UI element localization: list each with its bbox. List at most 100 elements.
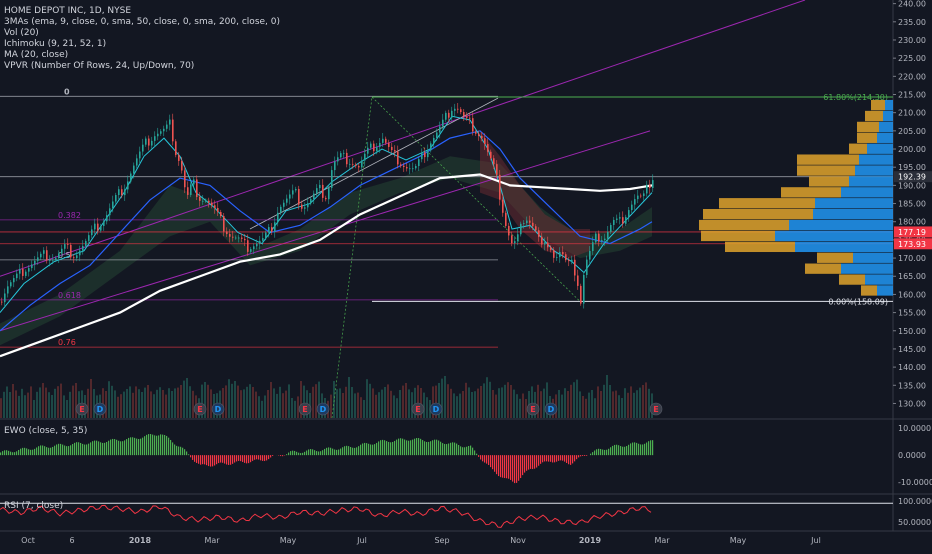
vpvr-down-bar	[857, 133, 877, 143]
ewo-pane-title[interactable]: EWO (close, 5, 35)	[4, 426, 87, 436]
volume-bar	[375, 395, 377, 418]
candle-body	[505, 213, 507, 226]
candle-body	[307, 203, 309, 207]
volume-bar	[594, 398, 596, 418]
volume-bar	[186, 378, 188, 418]
candle-body	[112, 201, 114, 208]
candle-body	[535, 226, 537, 230]
ewo-bar	[624, 447, 625, 455]
volume-bar	[24, 395, 26, 418]
candle-body	[181, 161, 183, 171]
vpvr-up-bar	[877, 285, 893, 295]
ewo-bar	[232, 455, 233, 464]
ewo-bar	[546, 455, 547, 461]
ewo-bar	[460, 446, 461, 455]
ewo-bar	[264, 455, 265, 461]
vpvr-up-bar	[885, 100, 893, 110]
candle-body	[124, 189, 126, 195]
price-tick-label: 165.00	[898, 272, 926, 281]
ewo-bar	[240, 455, 241, 461]
candle-body	[70, 245, 72, 257]
volume-bar	[603, 385, 605, 418]
ewo-bar	[402, 439, 403, 456]
ewo-bar	[318, 452, 319, 456]
candle-body	[604, 239, 606, 240]
volume-bar	[567, 391, 569, 418]
volume-bar	[228, 379, 230, 418]
candle-body	[253, 246, 255, 249]
price-tick-label: 225.00	[898, 54, 926, 63]
ewo-bar	[492, 455, 493, 469]
ewo-bar	[140, 439, 141, 455]
candle-body	[232, 237, 234, 238]
legend-ma[interactable]: MA (20, close)	[4, 50, 280, 61]
symbol-header[interactable]: HOME DEPOT INC, 1D, NYSE	[4, 6, 280, 17]
vpvr-up-bar	[849, 176, 893, 186]
ewo-bar	[432, 440, 433, 455]
candle-body	[649, 185, 651, 188]
price-tick-label: 195.00	[898, 163, 926, 172]
ewo-bar	[518, 455, 519, 481]
rsi-pane-title[interactable]: RSI (7, close)	[4, 501, 63, 511]
volume-bar	[27, 393, 29, 418]
volume-bar	[141, 392, 143, 418]
volume-bar	[444, 376, 446, 418]
ewo-bar	[396, 440, 397, 456]
volume-bar	[57, 386, 59, 418]
volume-bar	[30, 386, 32, 418]
volume-bar	[585, 399, 587, 418]
ewo-bar	[210, 455, 211, 466]
legend-vol[interactable]: Vol (20)	[4, 28, 280, 39]
candle-body	[637, 196, 639, 200]
ewo-bar	[422, 440, 423, 455]
ewo-bar	[506, 455, 507, 478]
volume-bar	[393, 395, 395, 418]
ewo-bar	[366, 443, 367, 455]
price-badge-label: 173.93	[898, 240, 926, 249]
ewo-bar	[74, 443, 75, 455]
ewo-bar	[490, 455, 491, 467]
volume-bar	[54, 389, 56, 418]
volume-bar	[243, 389, 245, 418]
candle-body	[187, 187, 189, 195]
ewo-tick-label: 10.0000	[898, 424, 931, 433]
ewo-bar	[516, 455, 517, 483]
legend-ichimoku[interactable]: Ichimoku (9, 21, 52, 1)	[4, 39, 280, 50]
ewo-bar	[584, 455, 585, 456]
vpvr-down-bar	[701, 231, 775, 241]
ewo-bar	[76, 442, 77, 455]
price-tick-label: 240.00	[898, 0, 926, 9]
volume-bar	[615, 391, 617, 418]
event-marker-label: E	[653, 405, 658, 414]
candle-body	[1, 302, 3, 303]
ewo-bar	[364, 443, 365, 455]
ewo-bar	[394, 441, 395, 455]
candle-body	[571, 260, 573, 261]
candle-body	[436, 132, 438, 137]
legend-vpvr[interactable]: VPVR (Number Of Rows, 24, Up/Down, 70)	[4, 61, 280, 72]
ewo-bar	[634, 442, 635, 455]
ewo-bar	[280, 455, 281, 456]
candle-body	[352, 164, 354, 165]
volume-bar	[150, 391, 152, 418]
volume-bar	[210, 389, 212, 418]
ewo-bar	[332, 449, 333, 456]
ewo-bar	[306, 451, 307, 456]
ewo-bar	[316, 451, 317, 455]
ewo-bar	[456, 444, 457, 456]
candle-body	[310, 199, 312, 203]
vpvr-up-bar	[865, 274, 893, 284]
volume-bar	[114, 390, 116, 418]
candle-body	[631, 205, 633, 210]
candle-body	[385, 139, 387, 143]
volume-bar	[405, 383, 407, 418]
ewo-bar	[68, 446, 69, 455]
ewo-bar	[498, 455, 499, 476]
ewo-bar	[130, 437, 131, 455]
ewo-bar	[162, 435, 163, 456]
volume-bar	[255, 392, 257, 418]
legend-3mas[interactable]: 3MAs (ema, 9, close, 0, sma, 50, close, …	[4, 17, 280, 28]
vpvr-up-bar	[867, 144, 893, 154]
